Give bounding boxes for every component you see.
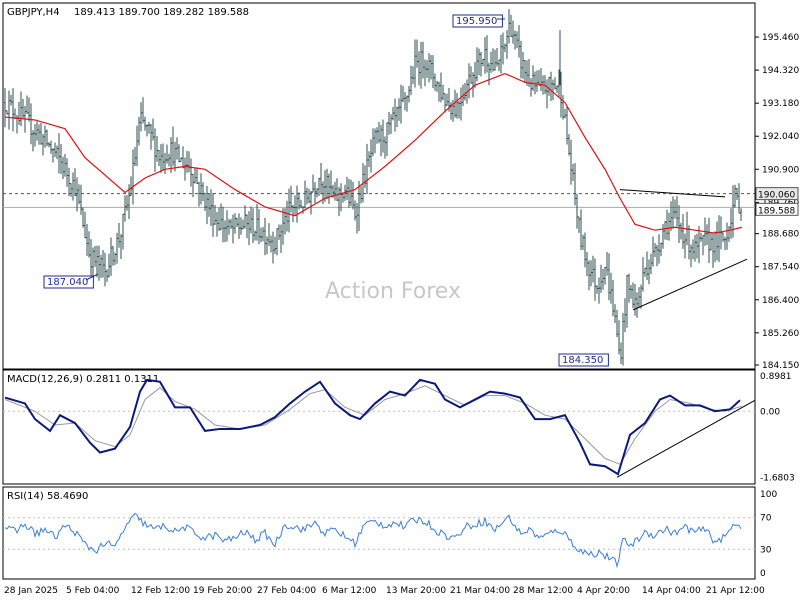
current-high-tag: 190.060 — [758, 191, 795, 201]
macd-line — [4, 378, 741, 476]
macd-signal-line — [4, 385, 743, 465]
price-panel — [2, 2, 756, 370]
x-tick-label: 28 Jan 2025 — [4, 586, 58, 596]
x-tick-label: 4 Apr 20:00 — [577, 586, 630, 596]
price-y-tick-label: 192.040 — [762, 132, 799, 142]
x-tick-label: 14 Apr 04:00 — [642, 586, 701, 596]
price-y-tick-label: 185.260 — [762, 329, 799, 339]
price-y-tick-label: 195.460 — [762, 33, 799, 43]
low-label-feb-box — [43, 275, 94, 289]
watermark: Action Forex — [325, 279, 461, 304]
low-label-apr: 184.350 — [562, 355, 603, 366]
x-tick-label: 6 Mar 12:00 — [322, 586, 377, 596]
price-y-tick-label: 193.180 — [762, 99, 799, 109]
macd-trend-line — [616, 399, 756, 478]
moving-average-line — [4, 72, 743, 234]
last-price-tag-box — [755, 202, 799, 216]
current-high-tag-box — [755, 187, 799, 201]
price-y-tick-label: 186.400 — [762, 296, 799, 306]
low-label-leader — [85, 273, 99, 281]
price-y-tick-label: 190.900 — [762, 165, 799, 175]
rsi-title: RSI(14) 58.4690 — [7, 491, 88, 502]
low-label-apr-box — [558, 353, 609, 367]
last-price-tag: 189.588 — [758, 206, 795, 216]
rsi-line — [4, 512, 742, 569]
price-y-tick-label: 188.680 — [762, 230, 799, 240]
x-tick-label: 19 Feb 20:00 — [193, 586, 252, 596]
rsi-panel — [2, 486, 756, 580]
trend-line — [619, 189, 726, 198]
x-tick-label: 13 Mar 20:00 — [386, 586, 446, 596]
macd-y-tick-label: -1.6803 — [760, 473, 795, 483]
macd-y-tick-label: 0.8981 — [760, 372, 792, 382]
macd-title: MACD(12,26,9) 0.2811 0.1311 — [7, 374, 159, 385]
rsi-y-tick-label: 70 — [760, 514, 772, 524]
x-tick-label: 5 Feb 04:00 — [66, 586, 120, 596]
chart-symbol: GBPJPY,H4 — [7, 7, 60, 18]
rsi-y-tick-label: 30 — [760, 545, 772, 555]
rsi-y-tick-label: 100 — [760, 490, 777, 500]
x-tick-label: 12 Feb 12:00 — [131, 586, 190, 596]
x-tick-label: 21 Mar 04:00 — [450, 586, 510, 596]
chart-ohlc: 189.413 189.700 189.282 189.588 — [74, 7, 249, 18]
macd-y-tick-label: 0.00 — [760, 407, 780, 417]
price-y-tick-label: 194.320 — [762, 66, 799, 76]
low-label-feb: 187.040 — [47, 277, 88, 288]
price-y-tick-label: 184.150 — [762, 361, 799, 371]
trend-line — [632, 258, 748, 311]
x-tick-label: 21 Apr 12:00 — [706, 586, 765, 596]
rsi-y-tick-label: 0 — [760, 569, 766, 579]
x-tick-label: 28 Mar 12:00 — [513, 586, 573, 596]
price-y-tick-label: 187.540 — [762, 263, 799, 273]
high-label: 195.950 — [456, 16, 497, 27]
ohlc-bars — [4, 9, 742, 366]
high-label-box — [452, 14, 503, 28]
macd-panel — [2, 369, 756, 485]
x-tick-label: 27 Feb 04:00 — [257, 586, 316, 596]
